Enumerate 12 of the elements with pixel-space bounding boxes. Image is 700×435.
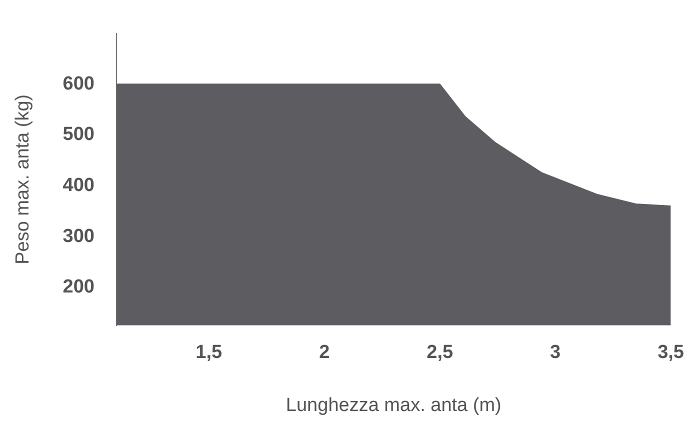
y-axis-title: Peso max. anta (kg) <box>12 94 34 264</box>
x-tick-label: 1,5 <box>196 342 223 364</box>
x-tick-label: 3,5 <box>658 342 684 364</box>
x-tick-label: 2,5 <box>426 342 454 364</box>
x-axis-title: Lunghezza max. anta (m) <box>286 394 502 416</box>
y-tick-label: 600 <box>62 73 94 94</box>
y-tick-label: 500 <box>62 124 94 146</box>
x-tick-label: 2 <box>319 342 330 364</box>
y-tick-label: 300 <box>62 226 94 247</box>
y-tick-label: 400 <box>62 174 94 196</box>
y-tick-label: 200 <box>62 276 94 298</box>
x-tick-label: 3 <box>550 342 561 364</box>
